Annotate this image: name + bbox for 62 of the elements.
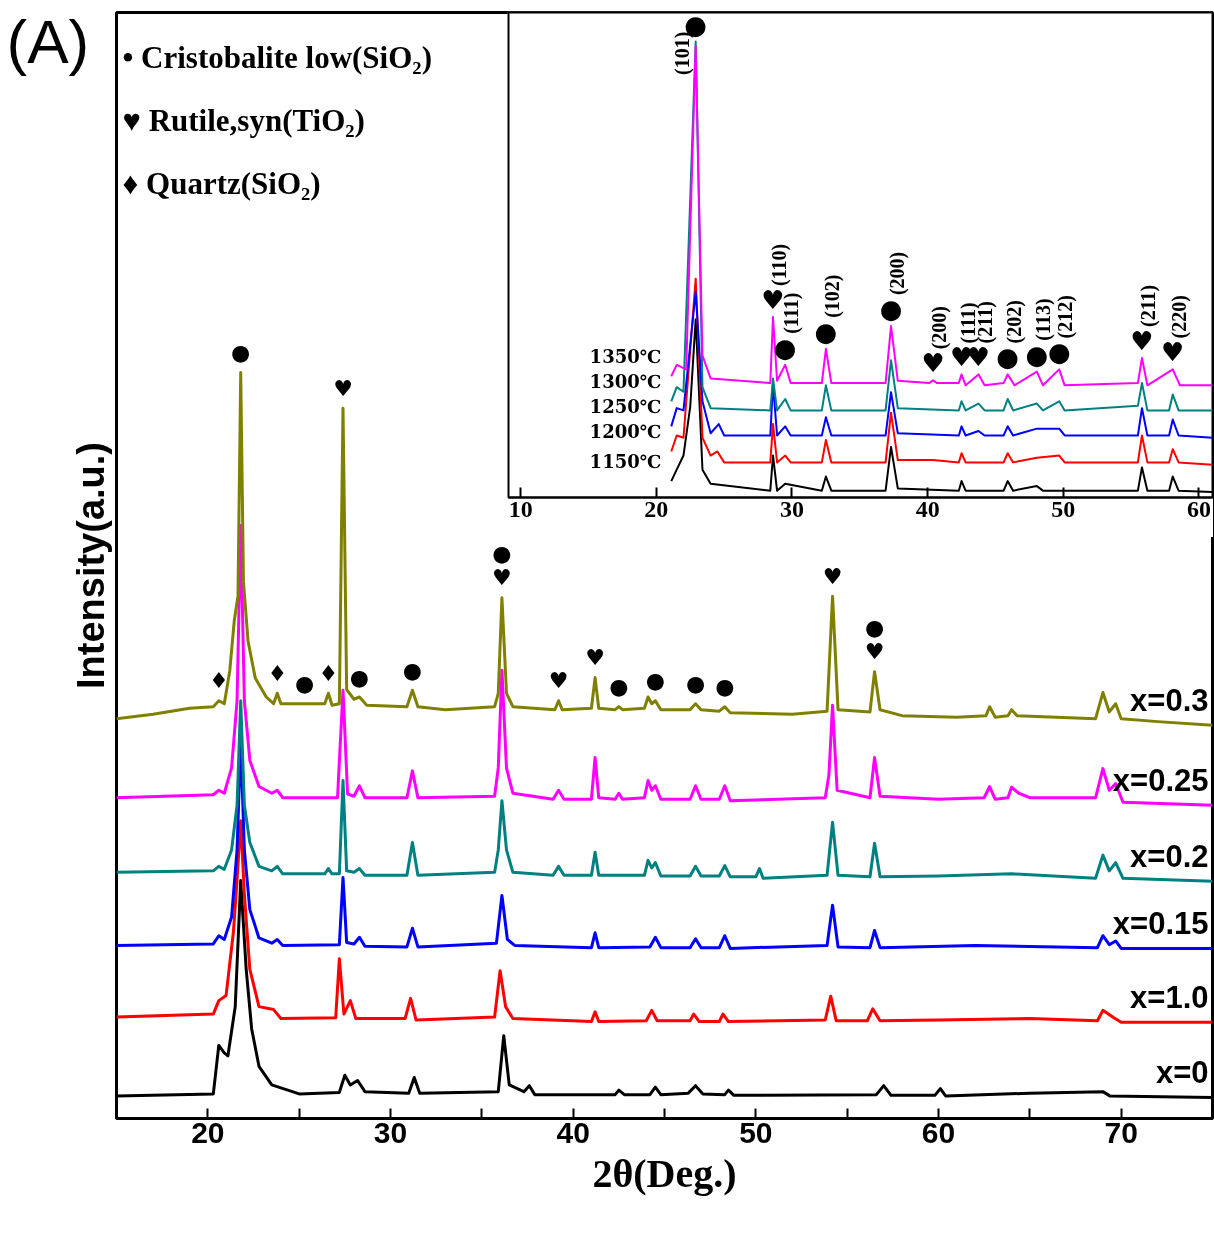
- series-label: x=0.3: [1130, 682, 1209, 718]
- y-axis-title: Intensity(a.u.): [69, 441, 112, 690]
- x-tick-label: 40: [556, 1115, 590, 1149]
- annotation: ●: [814, 316, 838, 347]
- annotation: ♥: [333, 375, 353, 401]
- series-label: x=0.2: [1130, 838, 1209, 874]
- x-tick-label: 30: [373, 1115, 408, 1149]
- x-tick-label: 60: [921, 1115, 956, 1149]
- x-tick-label: 30: [780, 495, 804, 522]
- annotation: ♥: [1161, 337, 1185, 368]
- series-label: 1250℃: [589, 395, 662, 417]
- annotation: ♥: [822, 563, 843, 589]
- annotation: ●: [295, 671, 315, 697]
- annotation: ♥: [492, 565, 512, 591]
- x-tick-label: 10: [508, 495, 533, 522]
- series-label: x=0: [1155, 1055, 1209, 1091]
- text: ♦ Quartz(SiO₂): [122, 166, 321, 201]
- annotation: ♥: [864, 639, 885, 665]
- x-tick-label: 70: [1104, 1115, 1138, 1149]
- annotation: (220): [1167, 295, 1191, 339]
- annotation: (200): [886, 251, 910, 296]
- annotation: (211): [1136, 284, 1160, 327]
- x-tick-label: 50: [739, 1115, 773, 1149]
- x-tick-label: 20: [191, 1115, 225, 1149]
- annotation: ♥: [548, 668, 569, 694]
- x-tick-label: 60: [1186, 495, 1211, 522]
- annotation: ●: [996, 342, 1020, 373]
- annotation: (212): [1054, 295, 1078, 339]
- series-label: x=0.15: [1112, 905, 1209, 941]
- x-axis-title: 2θ(Deg.): [592, 1150, 737, 1196]
- annotation: ●: [685, 671, 706, 697]
- annotation: (202): [1002, 300, 1026, 344]
- text: • Cristobalite low(SiO₂): [122, 40, 432, 75]
- annotation: ●: [402, 657, 423, 683]
- annotation: ●: [492, 541, 512, 567]
- annotation: ♥: [585, 645, 605, 671]
- series-label: 1200℃: [589, 420, 662, 442]
- annotation: ♥: [921, 348, 945, 379]
- series-label: 1350℃: [589, 345, 662, 367]
- x-tick-label: 20: [644, 495, 669, 522]
- annotation: ●: [349, 664, 370, 690]
- annotation: ♦: [208, 668, 229, 694]
- chart-title: (A): [6, 6, 90, 76]
- annotation: ●: [879, 294, 903, 325]
- series-label: 1150℃: [589, 450, 662, 472]
- text: ♥ Rutile,syn(TiO₂): [122, 103, 365, 138]
- annotation: ●: [715, 674, 735, 700]
- annotation: ●: [645, 668, 665, 694]
- annotation: ♦: [267, 660, 288, 686]
- annotation: (102): [820, 274, 844, 318]
- annotation: ●: [609, 674, 629, 700]
- series-label: x=1.0: [1130, 979, 1209, 1015]
- annotation: (200): [928, 306, 952, 350]
- annotation: ♦: [318, 660, 339, 686]
- annotation: ●: [231, 340, 251, 365]
- x-tick-label: 40: [915, 495, 940, 522]
- series-label: 1300℃: [589, 370, 662, 392]
- x-tick-label: 50: [1051, 495, 1076, 522]
- annotation: ●: [1025, 339, 1049, 370]
- annotation: ●: [864, 615, 885, 641]
- series-label: x=0.25: [1112, 762, 1209, 798]
- annotation: (110): [768, 243, 792, 286]
